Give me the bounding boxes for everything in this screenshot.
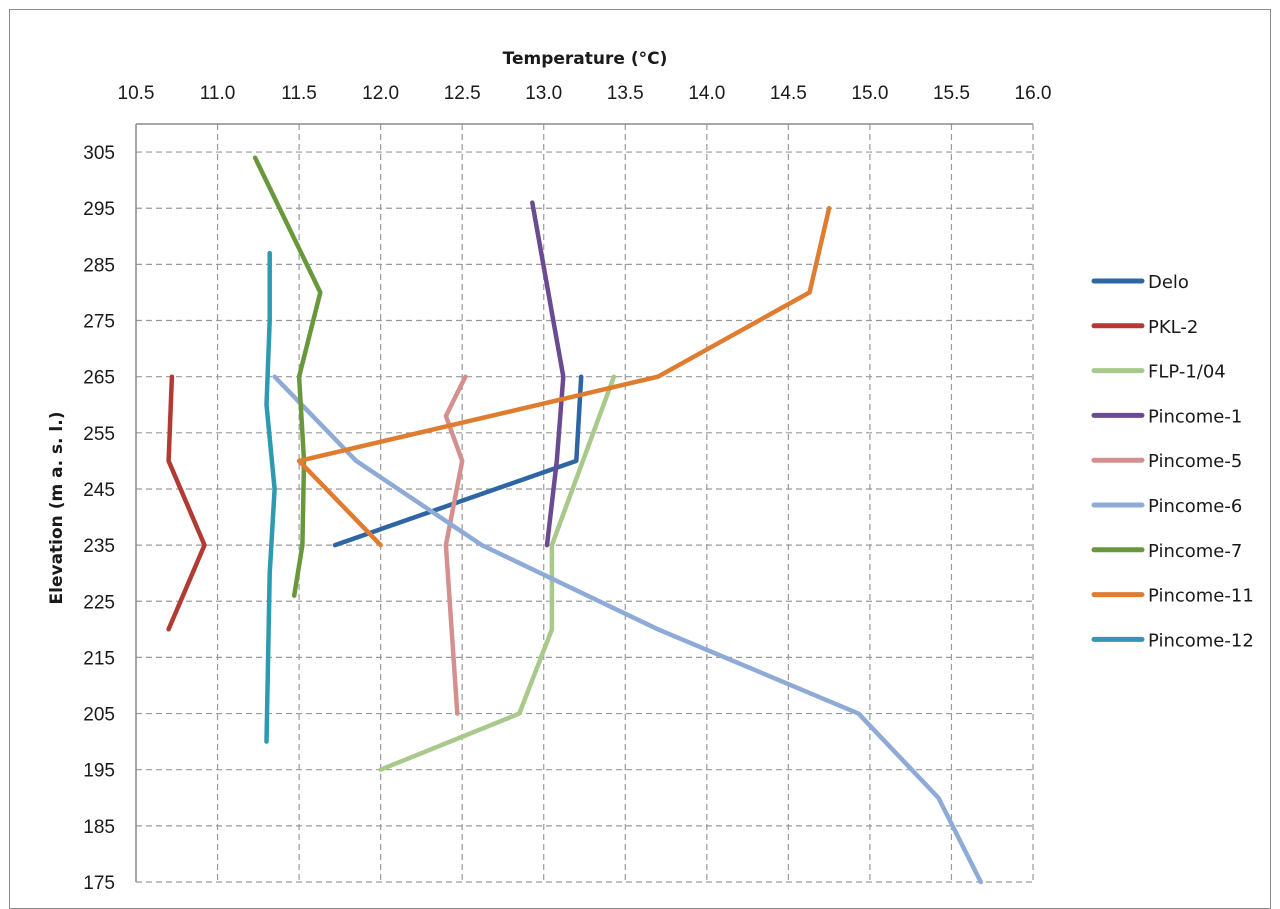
series-line-delo [332, 374, 584, 548]
legend-label-pincome-5: Pincome-5 [1148, 451, 1242, 472]
y-tick-labels: 305 295 285 275 265 255 245 235 225 215 205 195 185 1… [83, 143, 115, 894]
y-tick-label: 245 [83, 480, 115, 501]
legend-label-flp-1-04: FLP-1/04 [1148, 362, 1226, 383]
series-line-pincome-7 [252, 155, 323, 598]
legend: Delo PKL-2 FLP-1/04 Pincome-1 Pincome-5 Pinco… [1091, 272, 1254, 651]
y-tick-label: 235 [83, 536, 115, 557]
series-line-pincome-5 [443, 374, 468, 716]
x-tick-label: 14.0 [688, 83, 725, 104]
x-tick-labels: 10.5 11.0 11.5 12.0 12.5 13.0 13.5 14.0 14.5 15.0… [118, 83, 1052, 104]
series-line-pincome-1 [530, 200, 566, 548]
x-axis-title: Temperature (°C) [503, 49, 668, 69]
y-tick-label: 175 [83, 873, 115, 894]
y-tick-label: 305 [83, 143, 115, 164]
x-tick-label: 12.5 [444, 83, 481, 104]
x-tick-label: 14.5 [770, 83, 807, 104]
x-tick-label: 16.0 [1015, 83, 1052, 104]
series-line-pkl-2 [166, 374, 207, 632]
legend-label-pincome-11: Pincome-11 [1148, 586, 1254, 607]
plot-area [135, 123, 1034, 882]
y-tick-label: 195 [83, 761, 115, 782]
legend-label-pincome-7: Pincome-7 [1148, 541, 1242, 562]
series-line-pincome-12 [264, 250, 277, 744]
legend-label-pincome-12: Pincome-12 [1148, 630, 1254, 651]
legend-label-pincome-6: Pincome-6 [1148, 496, 1242, 517]
y-tick-label: 255 [83, 424, 115, 445]
series-lines [166, 155, 984, 885]
x-tick-label: 11.0 [200, 83, 236, 104]
y-tick-label: 215 [83, 648, 115, 669]
y-tick-label: 225 [83, 592, 115, 613]
series-line-pincome-6 [272, 374, 984, 885]
x-tick-label: 15.0 [851, 83, 888, 104]
y-tick-label: 285 [83, 255, 115, 276]
y-tick-label: 205 [83, 705, 115, 726]
x-tick-label: 11.5 [281, 83, 317, 104]
legend-label-pincome-1: Pincome-1 [1148, 406, 1242, 427]
x-tick-label: 15.5 [933, 83, 970, 104]
legend-label-delo: Delo [1148, 272, 1189, 293]
y-tick-label: 295 [83, 199, 115, 220]
y-tick-label: 265 [83, 368, 115, 389]
legend-label-pkl-2: PKL-2 [1148, 317, 1198, 338]
series-line-pincome-11 [296, 205, 832, 548]
x-tick-label: 12.0 [362, 83, 399, 104]
x-tick-label: 10.5 [118, 83, 155, 104]
y-axis-title: Elevation (m a. s. l.) [47, 412, 67, 605]
gridlines [136, 124, 1033, 883]
x-tick-label: 13.0 [525, 83, 562, 104]
y-tick-label: 275 [83, 312, 115, 333]
y-tick-label: 185 [83, 817, 115, 838]
x-tick-label: 13.5 [607, 83, 644, 104]
series-line-flp-1-04 [378, 374, 617, 772]
